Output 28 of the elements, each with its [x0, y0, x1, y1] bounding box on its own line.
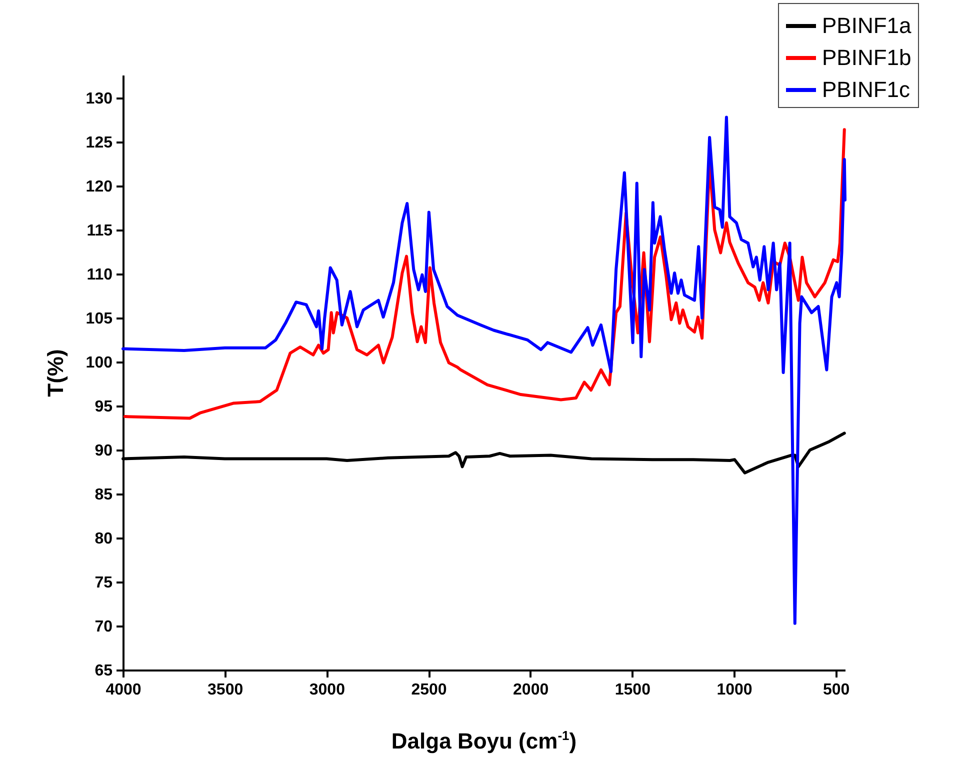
y-tick-label: 90	[94, 442, 113, 460]
legend-label: PBINF1b	[822, 45, 912, 70]
line-series	[122, 116, 846, 625]
x-axis-title: Dalga Boyu (cm$^{-1}$)	[390, 728, 578, 754]
y-tick-label: 125	[86, 134, 113, 152]
x-tick-label: 1000	[716, 682, 752, 698]
x-tick-label: 4000	[106, 682, 142, 698]
legend-label: PBINF1a	[822, 13, 912, 38]
y-tick-label: 65	[94, 662, 113, 680]
x-tick-label: 3000	[309, 682, 346, 698]
x-tick-label: 3500	[208, 682, 244, 698]
y-tick-label: 100	[86, 354, 113, 372]
legend-label: PBINF1c	[822, 77, 910, 102]
y-tick-label: 120	[86, 178, 113, 196]
y-axis-title: T(%)	[42, 349, 68, 397]
y-tick-label: 105	[86, 310, 113, 328]
x-tick-label: 500	[822, 682, 850, 698]
y-tick-label: 75	[94, 574, 113, 592]
y-tick-label: 110	[86, 266, 113, 284]
y-tick-label: 70	[94, 618, 113, 636]
y-tick-label: 115	[86, 222, 113, 240]
x-tick-label: 2000	[513, 682, 549, 698]
y-tick-label: 130	[86, 90, 113, 108]
y-tick-label: 80	[94, 530, 113, 548]
x-tick-label: 2500	[411, 682, 447, 698]
y-tick-label: 95	[94, 398, 113, 416]
x-tick-label: 1500	[614, 682, 651, 698]
y-tick-label: 85	[94, 486, 113, 504]
